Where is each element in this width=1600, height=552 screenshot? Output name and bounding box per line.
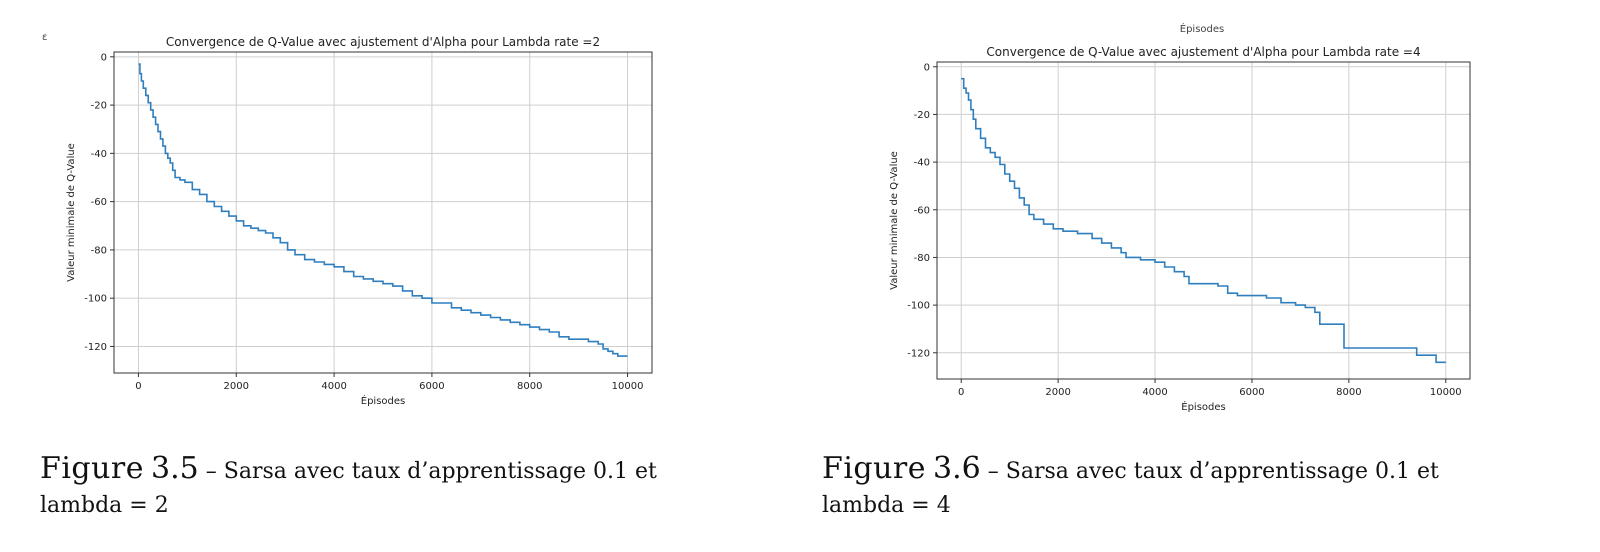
- x-tick-label: 0: [958, 387, 964, 398]
- cropped-glyph: ε: [42, 32, 47, 43]
- chart-right: Épisodes 0 2000 4000 6000 8000 10000 0 -20 -40 -6…: [889, 22, 1471, 413]
- figure-caption-3-6: Figure 3.6 – Sarsa avec taux d’apprentis…: [822, 452, 1562, 523]
- y-tick-label: -120: [907, 348, 930, 359]
- x-tick-label: 10000: [1430, 387, 1462, 398]
- chart-title: Convergence de Q-Value avec ajustement d…: [986, 45, 1420, 59]
- y-tick-label: -80: [91, 245, 107, 256]
- caption-text-line1: Sarsa avec taux d’apprentissage 0.1 et: [223, 459, 657, 484]
- figure-caption-3-5: Figure 3.5 – Sarsa avec taux d’apprentis…: [40, 452, 780, 523]
- x-tick-label: 8000: [517, 381, 542, 392]
- x-tick-label: 6000: [1239, 387, 1264, 398]
- q-value-series-line: [961, 77, 1446, 364]
- q-value-series-line: [138, 63, 628, 357]
- x-tick-label: 4000: [321, 381, 346, 392]
- caption-text-line1: Sarsa avec taux d’apprentissage 0.1 et: [1005, 459, 1439, 484]
- x-tick-label: 2000: [1045, 387, 1070, 398]
- x-tick-label: 10000: [612, 381, 644, 392]
- y-tick-label: -80: [914, 253, 930, 264]
- x-tick-label: 8000: [1336, 387, 1361, 398]
- y-tick-label: -40: [91, 149, 107, 160]
- chart-title: Convergence de Q-Value avec ajustement d…: [166, 35, 600, 49]
- plot-frame: [113, 51, 653, 374]
- cropped-axis-label: Épisodes: [1180, 22, 1224, 35]
- y-axis-label: Valeur minimale de Q-Value: [889, 151, 900, 290]
- caption-dash: –: [987, 459, 999, 484]
- y-tick-label: -40: [914, 158, 930, 169]
- y-tick-label: -20: [91, 101, 107, 112]
- y-tick-label: -100: [84, 294, 107, 305]
- figure-number: 3.5: [151, 451, 199, 486]
- plot-frame: [936, 61, 1471, 380]
- y-axis-label: Valeur minimale de Q-Value: [66, 143, 77, 282]
- x-tick-label: 0: [135, 381, 141, 392]
- figure-word: Figure: [40, 451, 145, 486]
- y-tick-label: -60: [91, 197, 107, 208]
- y-tick-label: 0: [101, 52, 107, 63]
- y-tick-label: -20: [914, 110, 930, 121]
- x-tick-label: 6000: [419, 381, 444, 392]
- y-tick-label: -60: [914, 205, 930, 216]
- x-tick-label: 4000: [1142, 387, 1167, 398]
- x-tick-label: 2000: [224, 381, 249, 392]
- chart-left: ε 0 2000 4000 6000 8000 10000 0 -20 -40 -60 -80 -10…: [42, 32, 653, 407]
- y-tick-label: -100: [907, 301, 930, 312]
- y-tick-label: -120: [84, 342, 107, 353]
- caption-text-line2: lambda = 4: [822, 493, 951, 518]
- caption-text-line2: lambda = 2: [40, 493, 169, 518]
- y-tick-label: 0: [924, 62, 930, 73]
- figure-word: Figure: [822, 451, 927, 486]
- caption-dash: –: [205, 459, 217, 484]
- figure-number: 3.6: [933, 451, 981, 486]
- x-axis-label: Épisodes: [1181, 400, 1225, 413]
- x-axis-label: Épisodes: [361, 394, 405, 407]
